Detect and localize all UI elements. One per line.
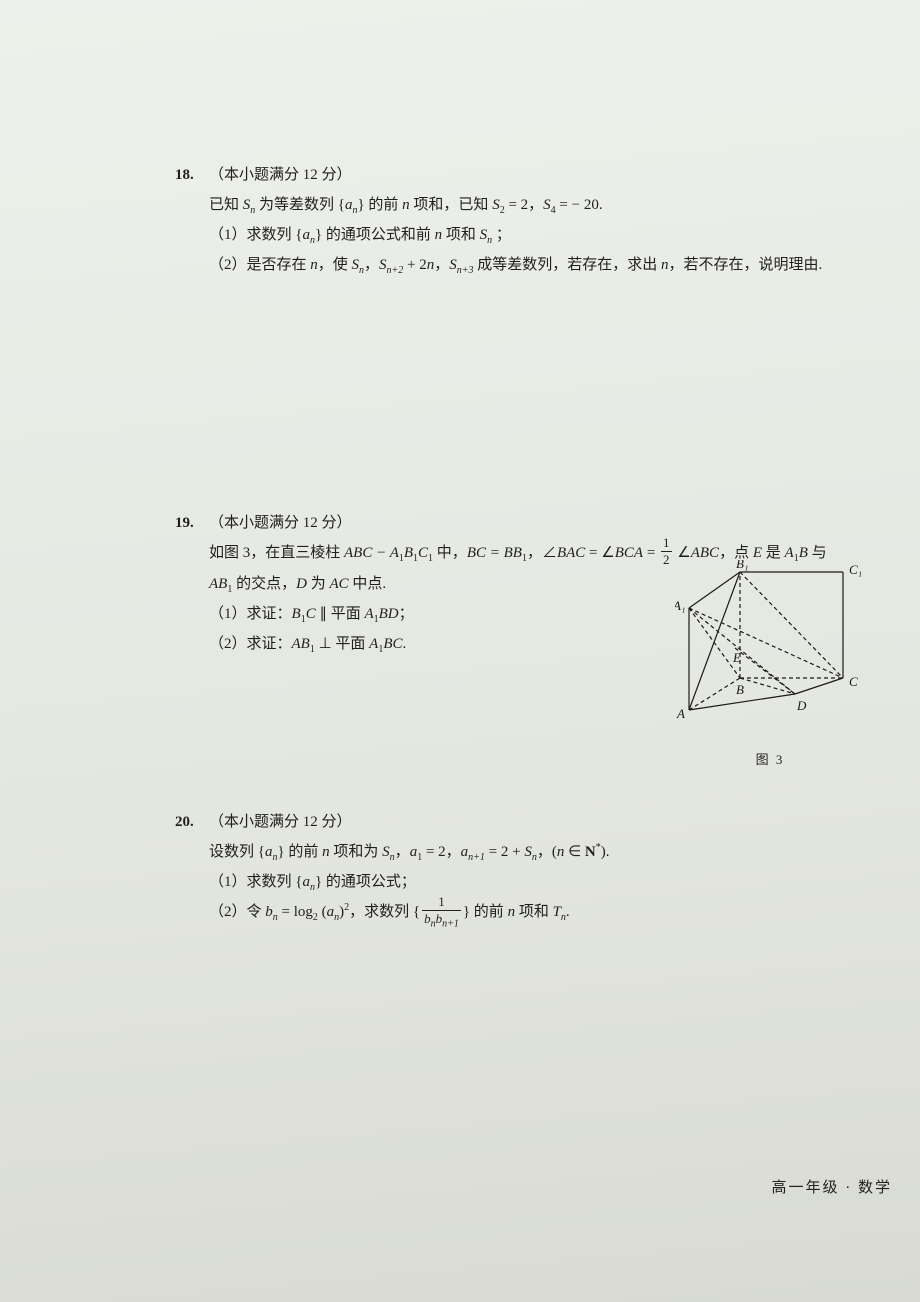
svg-text:B₁: B₁ — [736, 560, 748, 571]
fraction-half: 12 — [661, 536, 672, 566]
sub-question-2: （2）是否存在 n，使 Sn，Sn+2 + 2n，Sn+3 成等差数列，若存在，… — [209, 250, 875, 280]
spacing — [175, 318, 875, 508]
figure-caption: 图 3 — [675, 747, 865, 773]
svg-text:D: D — [796, 698, 807, 713]
fraction-1-over-bnbn1: 1bnbn+1 — [422, 895, 461, 925]
svg-text:B: B — [736, 682, 744, 697]
page: 18. （本小题满分 12 分） 已知 Sn 为等差数列 {an} 的前 n 项… — [0, 0, 920, 1302]
points-line: （本小题满分 12 分） — [209, 508, 875, 538]
problem-body: （本小题满分 12 分） 设数列 {an} 的前 n 项和为 Sn，a1 = 2… — [209, 807, 875, 928]
problem-number: 18. — [175, 160, 194, 190]
page-footer: 高一年级 · 数学 — [772, 1176, 893, 1197]
problem-body: （本小题满分 12 分） 如图 3，在直三棱柱 ABC − A1B1C1 中，B… — [209, 508, 875, 659]
svg-text:C: C — [849, 674, 858, 689]
sub-question-1: （1）求数列 {an} 的通项公式； — [209, 867, 875, 897]
problem-number: 19. — [175, 508, 194, 538]
points-line: （本小题满分 12 分） — [209, 807, 875, 837]
sub-question-1: （1）求数列 {an} 的通项公式和前 n 项和 Sn ； — [209, 220, 875, 250]
problem-number: 20. — [175, 807, 194, 837]
problem-19: 19. （本小题满分 12 分） 如图 3，在直三棱柱 ABC − A1B1C1… — [175, 508, 875, 659]
stem-line-1: 设数列 {an} 的前 n 项和为 Sn，a1 = 2，an+1 = 2 + S… — [209, 837, 875, 867]
stem-line-1: 已知 Sn 为等差数列 {an} 的前 n 项和，已知 S2 = 2，S4 = … — [209, 190, 875, 220]
problem-18: 18. （本小题满分 12 分） 已知 Sn 为等差数列 {an} 的前 n 项… — [175, 160, 875, 280]
svg-text:A: A — [676, 706, 685, 721]
svg-text:A₁: A₁ — [675, 598, 685, 613]
content-area: 18. （本小题满分 12 分） 已知 Sn 为等差数列 {an} 的前 n 项… — [175, 160, 875, 965]
points-line: （本小题满分 12 分） — [209, 160, 875, 190]
figure-3: A B C D A₁ B₁ C₁ E 图 3 — [675, 560, 865, 773]
svg-text:C₁: C₁ — [849, 562, 862, 577]
problem-20: 20. （本小题满分 12 分） 设数列 {an} 的前 n 项和为 Sn，a1… — [175, 807, 875, 928]
sub-question-2: （2）令 bn = log2 (an)2，求数列 {1bnbn+1} 的前 n … — [209, 897, 875, 928]
problem-body: （本小题满分 12 分） 已知 Sn 为等差数列 {an} 的前 n 项和，已知… — [209, 160, 875, 280]
svg-text:E: E — [732, 650, 741, 665]
prism-diagram: A B C D A₁ B₁ C₁ E — [675, 560, 865, 730]
